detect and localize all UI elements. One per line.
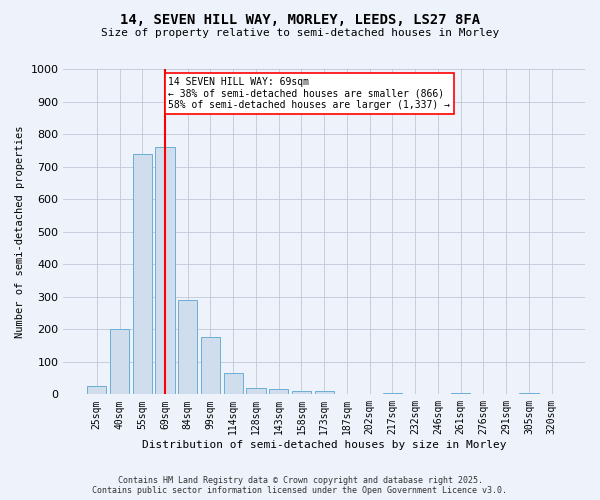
Text: 14, SEVEN HILL WAY, MORLEY, LEEDS, LS27 8FA: 14, SEVEN HILL WAY, MORLEY, LEEDS, LS27 … (120, 12, 480, 26)
Bar (133, 154, 152, 394)
Y-axis label: Number of semi-detached properties: Number of semi-detached properties (15, 126, 25, 338)
Bar (87, 386, 106, 394)
Text: Size of property relative to semi-detached houses in Morley: Size of property relative to semi-detach… (101, 28, 499, 38)
Bar (247, 388, 266, 394)
Text: Contains HM Land Registry data © Crown copyright and database right 2025.
Contai: Contains HM Land Registry data © Crown c… (92, 476, 508, 495)
Bar (383, 392, 402, 394)
Bar (292, 391, 311, 394)
Bar (451, 392, 470, 394)
Text: 14 SEVEN HILL WAY: 69sqm
← 38% of semi-detached houses are smaller (866)
58% of : 14 SEVEN HILL WAY: 69sqm ← 38% of semi-d… (169, 77, 451, 110)
Bar (201, 338, 220, 394)
Bar (224, 373, 243, 394)
Bar (110, 330, 129, 394)
Bar (178, 300, 197, 394)
Bar (314, 391, 334, 394)
Bar (155, 147, 175, 394)
X-axis label: Distribution of semi-detached houses by size in Morley: Distribution of semi-detached houses by … (142, 440, 506, 450)
Bar (269, 390, 289, 394)
Bar (519, 392, 539, 394)
